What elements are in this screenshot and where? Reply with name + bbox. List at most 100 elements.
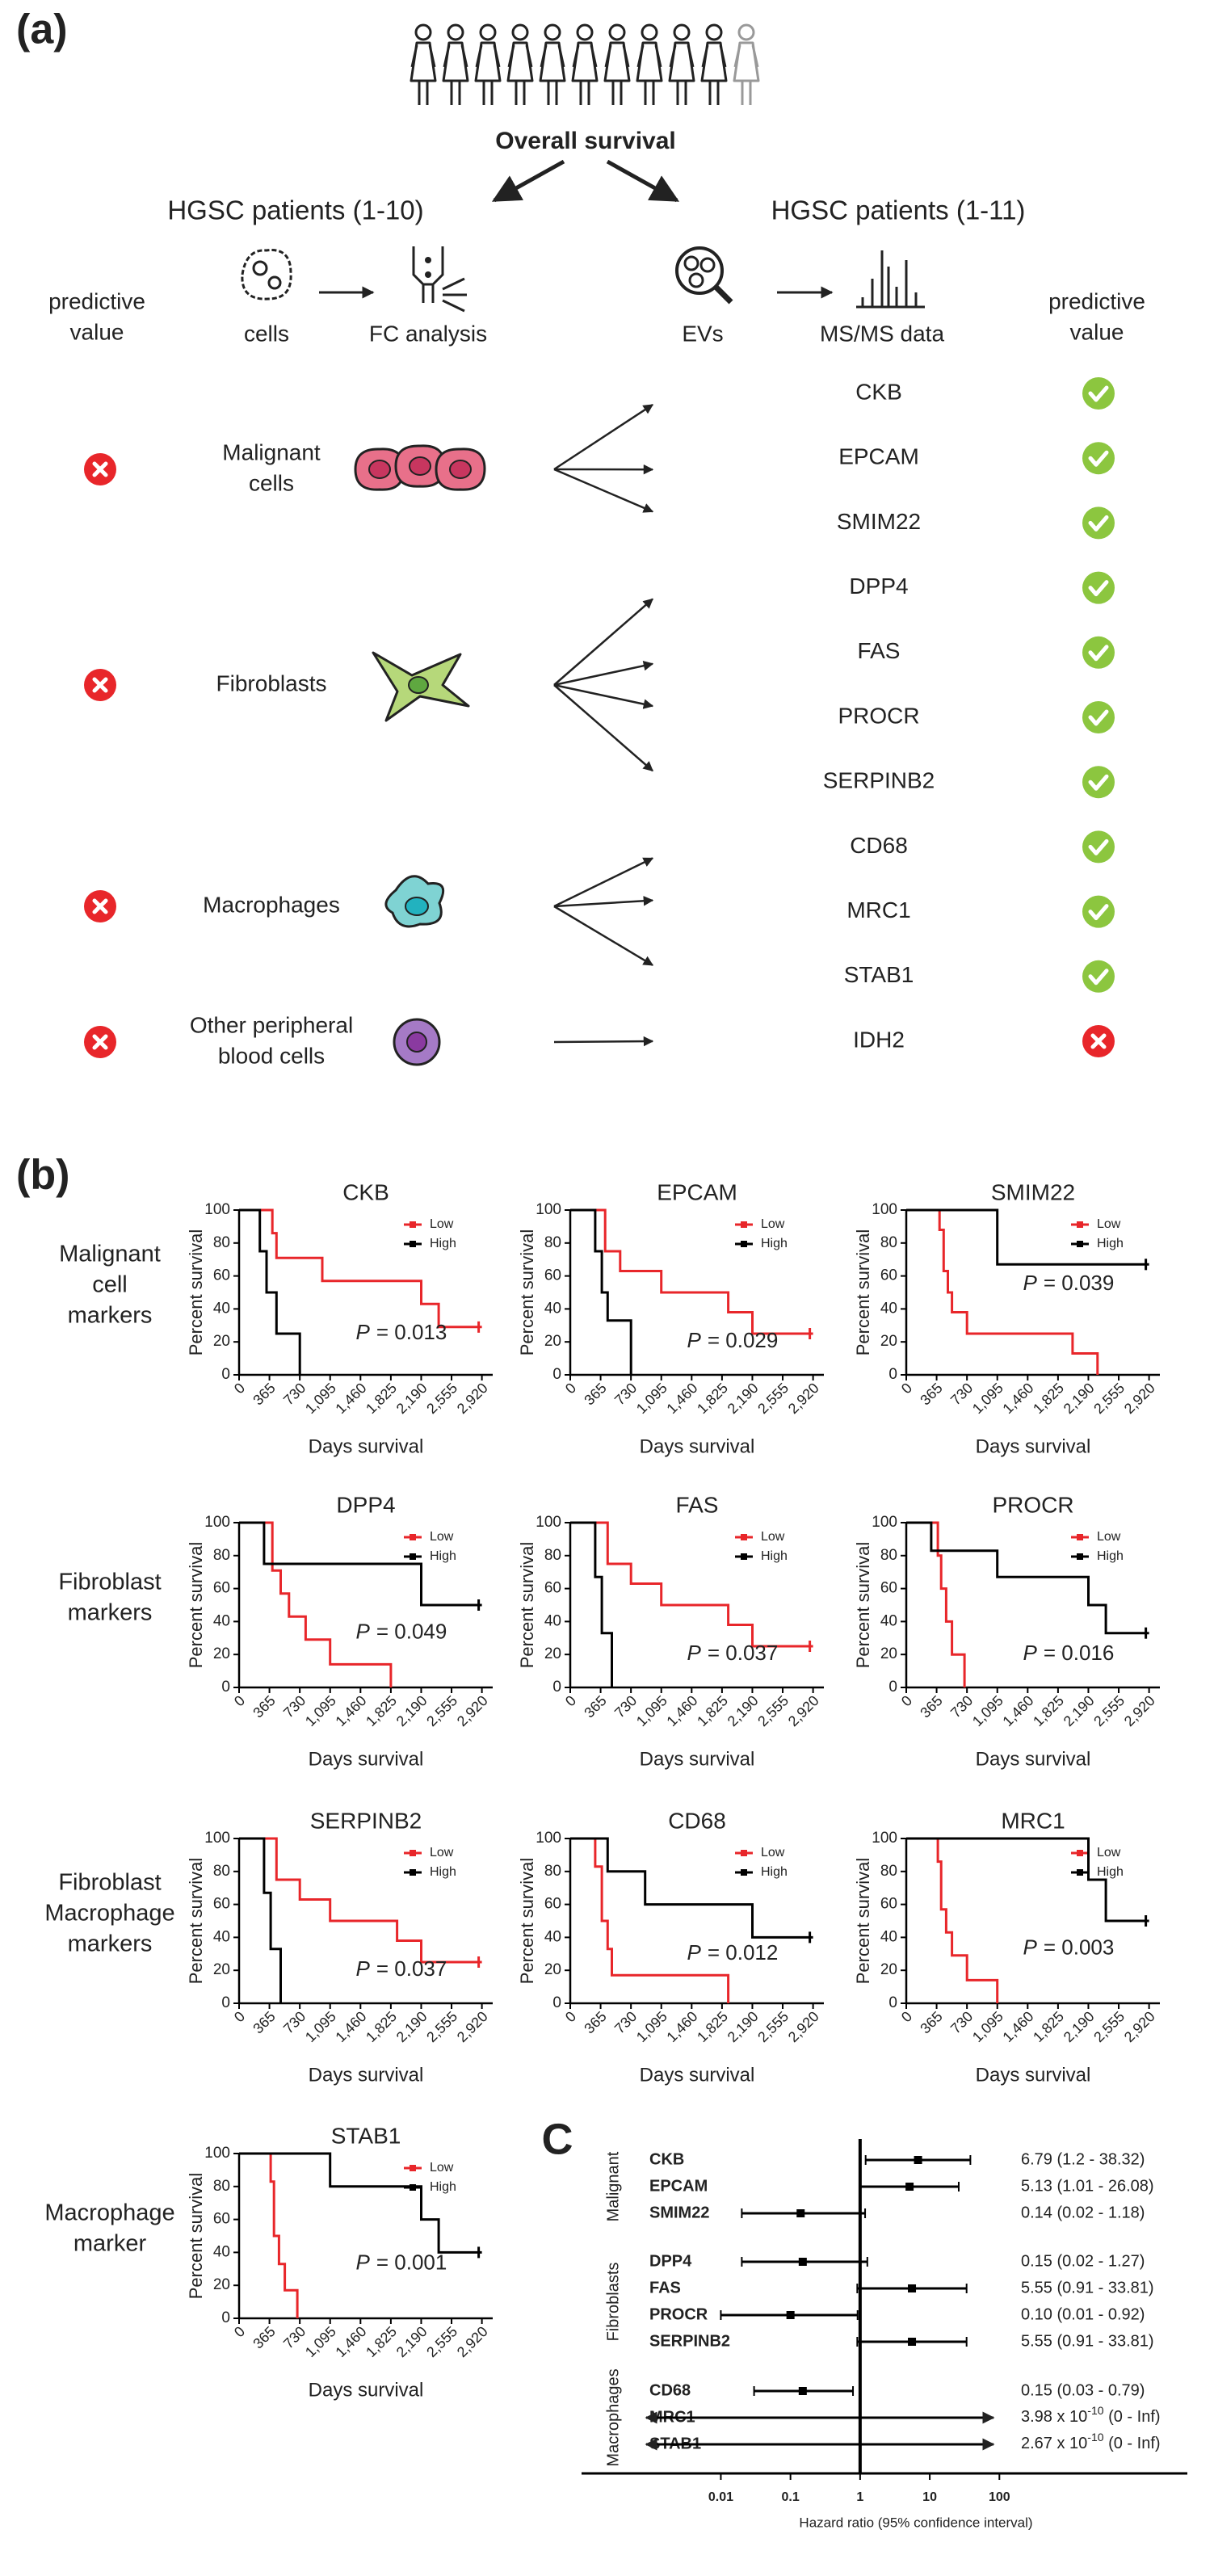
legend-symbol [1077, 1221, 1083, 1228]
person-body [474, 41, 502, 82]
y-tick-label: 80 [544, 1234, 561, 1251]
panel-title: Overall survival [495, 128, 675, 154]
legend-label: Low [430, 1530, 454, 1544]
y-tick-label: 40 [213, 1612, 230, 1629]
person-body [700, 41, 728, 82]
x-tick-label: 2,190 [725, 1692, 762, 1729]
check-icon [1082, 506, 1115, 540]
x-tick-label: 100 [989, 2490, 1010, 2504]
y-tick-label: 60 [880, 1896, 897, 1913]
y-tick-label: 0 [221, 1679, 230, 1696]
cross-mark [92, 461, 108, 477]
survival-curve [239, 1837, 482, 1964]
p-symbol: P [356, 2250, 371, 2275]
chart-title: FAS [676, 1492, 719, 1517]
y-tick-label: 80 [213, 1863, 230, 1880]
x-tick-label: 2,920 [454, 2008, 491, 2045]
survival-curve [239, 1837, 282, 2003]
legend-label: Low [761, 1530, 785, 1544]
x-axis-label: Days survival [976, 1748, 1091, 1770]
p-value: P = 0.039 [1023, 1271, 1115, 1295]
x-tick-label: 0.1 [782, 2490, 800, 2504]
legend-symbol [741, 1241, 747, 1247]
x-tick-label: 1,825 [363, 1692, 400, 1729]
legend-symbol [410, 1241, 416, 1247]
x-tick-label: 1,825 [1030, 1692, 1067, 1729]
y-tick-label: 100 [204, 1830, 230, 1847]
y-axis-label: Percent survival [853, 1229, 873, 1356]
cell-type-label: Fibroblasts [216, 670, 327, 695]
arrow [553, 468, 654, 513]
legend-label: High [430, 1549, 456, 1563]
value-label-part: 2.67 x 10 [1021, 2435, 1087, 2452]
person-legs [515, 81, 526, 105]
x-tick-label: 0 [231, 2008, 248, 2025]
legend-label: Low [761, 1846, 785, 1860]
x-tick-label: 2,920 [1121, 1692, 1158, 1729]
x-tick-label: 0 [231, 2323, 248, 2340]
x-tick-label: 2,190 [1061, 1692, 1098, 1729]
p-value: P = 0.037 [687, 1641, 779, 1665]
legend-label: High [1097, 1865, 1124, 1879]
value-label: 3.98 x 10-10 (0 - Inf) [1021, 2404, 1161, 2427]
x-tick-label: 1,460 [333, 2323, 370, 2360]
cross-mark [92, 898, 108, 914]
row-label: markers [68, 1303, 153, 1329]
x-tick-label: 0 [562, 2008, 579, 2025]
p-text: = 0.037 [376, 1956, 447, 1981]
x-tick-label: 1,095 [302, 1380, 339, 1417]
row-label: marker [74, 2231, 147, 2257]
legend-label: Low [430, 1846, 454, 1860]
p-symbol: P [687, 1328, 702, 1352]
x-tick-label: 1,460 [664, 1380, 701, 1417]
check-mark [1088, 385, 1109, 402]
x-tick-label: 1,460 [333, 1692, 370, 1729]
legend-symbol [741, 1534, 747, 1540]
x-axis-label: Hazard ratio (95% confidence interval) [799, 2515, 1032, 2530]
group-label: Fibroblasts [604, 2263, 622, 2342]
survival-curve [239, 2152, 299, 2318]
value-label-part: (0 - Inf) [1104, 2435, 1161, 2452]
legend-symbol [410, 1221, 416, 1228]
group-label: Malignant [604, 2151, 622, 2221]
arrow [553, 598, 653, 686]
row-label: markers [68, 1600, 153, 1626]
x-tick-label: 365 [581, 2008, 609, 2036]
x-tick-label: 2,190 [393, 2008, 431, 2045]
x-tick-label: 1,825 [694, 2008, 731, 2045]
person-legs [418, 81, 429, 105]
p-symbol: P [356, 1320, 371, 1344]
marker-label: EPCAM [838, 444, 919, 469]
ev-icon [699, 257, 716, 273]
y-axis-label: Percent survival [186, 1858, 206, 1985]
y-tick-label: 20 [213, 1645, 230, 1662]
x-tick-label: 2,920 [454, 1692, 491, 1729]
p-symbol: P [356, 1956, 371, 1981]
marker-label: PROCR [838, 703, 919, 728]
x-tick-label: 365 [250, 1380, 278, 1408]
y-tick-label: 40 [880, 1928, 897, 1945]
x-tick-label: 0 [898, 1692, 915, 1709]
check-mark [1088, 969, 1109, 985]
column-header: predictive [1048, 288, 1145, 313]
y-tick-label: 60 [213, 1580, 230, 1597]
category-label: CKB [649, 2150, 684, 2168]
y-tick-label: 20 [880, 1961, 897, 1978]
x-tick-label: 2,555 [754, 1692, 792, 1729]
y-tick-label: 100 [872, 1514, 897, 1531]
x-axis-label: Days survival [976, 2064, 1091, 2086]
panel-label: (b) [16, 1152, 69, 1199]
person-head [576, 23, 594, 41]
y-tick-label: 20 [544, 1961, 561, 1978]
legend-label: High [1097, 1549, 1124, 1563]
x-axis-label: Days survival [640, 1435, 755, 1457]
column-header: value [70, 319, 124, 344]
x-tick-label: 0 [898, 1380, 915, 1397]
group-label: Macrophages [604, 2368, 622, 2466]
p-symbol: P [1023, 1935, 1038, 1960]
cross-mark [1090, 1033, 1107, 1049]
y-axis-label: Percent survival [517, 1542, 537, 1669]
arrow [553, 683, 654, 709]
y-tick-label: 100 [204, 2145, 230, 2162]
x-tick-label: 365 [917, 1380, 945, 1408]
